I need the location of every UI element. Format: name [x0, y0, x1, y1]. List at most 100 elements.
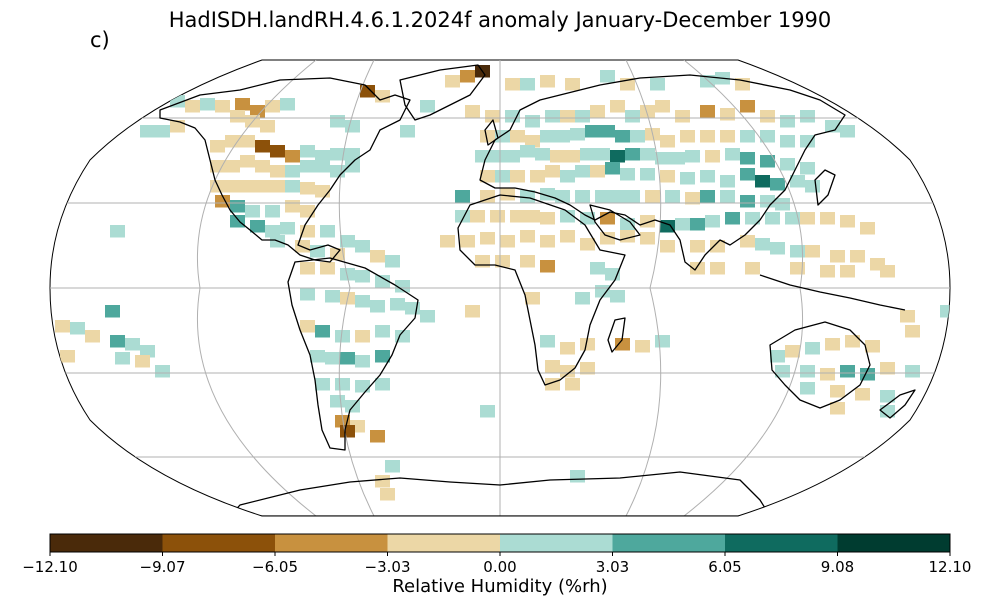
anomaly-cell: [225, 135, 240, 148]
anomaly-cell: [245, 205, 260, 218]
anomaly-cell: [370, 300, 385, 313]
anomaly-cell: [260, 120, 275, 133]
anomaly-cell: [625, 190, 640, 203]
anomaly-cell: [840, 265, 855, 278]
anomaly-cell: [110, 225, 125, 238]
anomaly-cell: [495, 170, 510, 183]
anomaly-cell: [490, 210, 505, 223]
anomaly-cell: [670, 152, 685, 165]
anomaly-cell: [520, 255, 535, 268]
anomaly-cell: [535, 148, 550, 161]
anomaly-cell: [740, 235, 755, 248]
anomaly-cell: [900, 310, 915, 323]
colorbar: −12.10 −9.07 −6.05 −3.03 0.00 3.03 6.05 9.08 12.…: [22, 533, 972, 576]
colorbar-segment: [50, 534, 163, 552]
anomaly-cell: [560, 230, 575, 243]
anomaly-cell: [355, 380, 370, 393]
anomaly-cell: [675, 110, 690, 123]
anomaly-cell: [720, 175, 735, 188]
meridian-line: [338, 60, 375, 516]
anomaly-cell: [525, 292, 540, 305]
anomaly-cell: [820, 212, 835, 225]
anomaly-cell: [340, 425, 355, 438]
anomaly-cell: [215, 195, 230, 208]
anomaly-cell: [355, 355, 370, 368]
anomaly-cell: [300, 320, 315, 333]
meridian-line: [196, 60, 317, 516]
anomaly-cell: [800, 162, 815, 175]
anomaly-cell: [790, 245, 805, 258]
anomaly-cell: [540, 130, 555, 143]
anomaly-cell: [255, 180, 270, 193]
anomaly-cell: [240, 155, 255, 168]
anomaly-cell: [720, 108, 735, 121]
anomaly-cell: [625, 110, 640, 123]
anomaly-cell: [490, 150, 505, 163]
anomaly-cell: [755, 175, 770, 188]
colorbar-tick-label: 9.08: [821, 558, 854, 576]
anomaly-cell: [315, 325, 330, 338]
anomaly-cell: [320, 262, 335, 275]
coastline-madagascar: [607, 317, 626, 353]
colorbar-tick-label: 12.10: [929, 558, 972, 576]
anomaly-cell: [740, 195, 755, 208]
colorbar-segment: [612, 534, 725, 552]
colorbar-tick-label: 0.00: [483, 558, 516, 576]
anomaly-cell: [740, 168, 755, 181]
anomaly-cell: [565, 378, 580, 391]
anomaly-cell: [590, 105, 605, 118]
anomaly-cell: [780, 158, 795, 171]
anomaly-cell: [505, 110, 520, 123]
anomaly-cell: [560, 365, 575, 378]
anomaly-cell: [345, 120, 360, 133]
anomaly-cell: [785, 212, 800, 225]
anomaly-cell: [255, 160, 270, 173]
anomaly-cell: [480, 170, 495, 183]
anomaly-cell: [485, 110, 500, 123]
anomaly-cell: [825, 338, 840, 351]
anomaly-cell: [665, 190, 680, 203]
anomaly-cell: [740, 130, 755, 143]
colorbar-tick-label: −9.07: [140, 558, 186, 576]
anomaly-cell: [280, 98, 295, 111]
anomaly-cell: [375, 350, 390, 363]
anomaly-cell: [385, 460, 400, 473]
anomaly-cell: [400, 125, 415, 138]
anomaly-cell: [820, 368, 835, 381]
anomaly-cell: [345, 148, 360, 161]
anomaly-cell: [705, 215, 720, 228]
anomaly-cell: [560, 110, 575, 123]
anomaly-cell: [645, 190, 660, 203]
anomaly-cell: [470, 210, 485, 223]
anomaly-cell: [300, 205, 315, 218]
coastline-japan: [814, 169, 836, 206]
anomaly-cell: [555, 130, 570, 143]
anomaly-cell: [85, 330, 100, 343]
colorbar-tick-label: 3.03: [596, 558, 629, 576]
anomaly-cell: [690, 262, 705, 275]
anomaly-cell: [105, 305, 120, 318]
anomaly-cell: [480, 232, 495, 245]
anomaly-cell: [560, 170, 575, 183]
anomaly-cell: [370, 250, 385, 263]
anomaly-cell: [755, 238, 770, 251]
anomaly-cell: [625, 148, 640, 161]
anomaly-cell: [125, 338, 140, 351]
anomaly-cell: [240, 135, 255, 148]
anomaly-cell: [510, 170, 525, 183]
anomaly-cell: [550, 150, 565, 163]
anomaly-cell: [60, 350, 75, 363]
anomaly-cell: [940, 305, 950, 318]
anomaly-cell: [505, 78, 520, 91]
anomaly-cell: [250, 105, 265, 118]
colorbar-segment: [500, 534, 613, 552]
anomaly-cell: [465, 105, 480, 118]
anomaly-cell: [360, 85, 375, 98]
anomaly-cell: [635, 340, 650, 353]
anomaly-cell: [240, 180, 255, 193]
anomaly-cell: [250, 220, 265, 233]
anomaly-cell: [700, 130, 715, 143]
coastline-south-america: [287, 257, 419, 451]
anomaly-cell: [590, 165, 605, 178]
anomaly-cell: [210, 160, 225, 173]
